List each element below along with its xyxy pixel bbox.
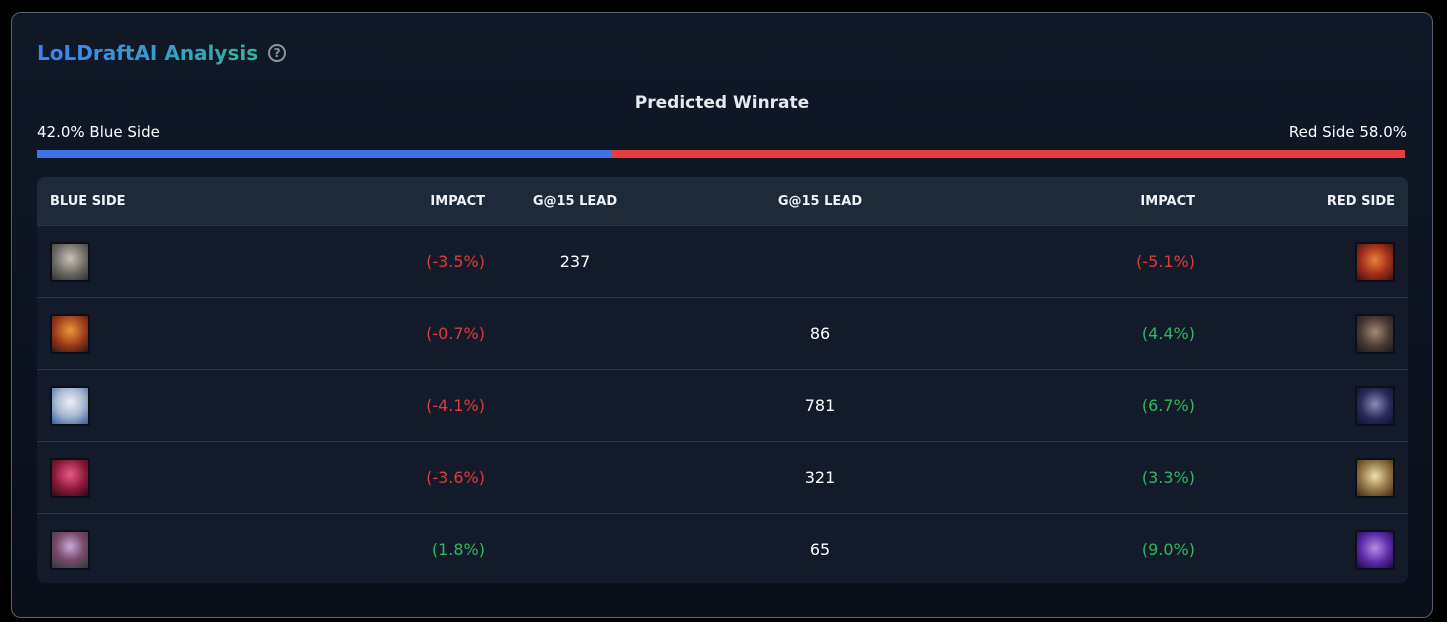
winrate-bar bbox=[37, 150, 1405, 158]
table-row: (-3.6%) 321 (3.3%) bbox=[37, 442, 1408, 514]
table-row: (-0.7%) 86 (4.4%) bbox=[37, 298, 1408, 370]
table-row: (1.8%) 65 (9.0%) bbox=[37, 514, 1408, 583]
table-row: (-4.1%) 781 (6.7%) bbox=[37, 370, 1408, 442]
red-impact-value: (-5.1%) bbox=[1136, 252, 1195, 271]
blue-impact-value: (1.8%) bbox=[431, 540, 485, 559]
page-title: LoLDraftAI Analysis bbox=[37, 41, 259, 65]
header-blue-impact: IMPACT bbox=[430, 193, 485, 209]
red-impact-value: (4.4%) bbox=[1141, 324, 1195, 343]
red-impact-value: (6.7%) bbox=[1141, 396, 1195, 415]
winrate-title: Predicted Winrate bbox=[634, 93, 810, 113]
blue-champion-portrait[interactable] bbox=[50, 241, 90, 282]
red-impact-value: (3.3%) bbox=[1141, 468, 1195, 487]
winrate-bar-blue bbox=[37, 150, 612, 158]
blue-impact-value: (-0.7%) bbox=[426, 324, 485, 343]
red-winrate-label: Red Side 58.0% bbox=[1288, 123, 1407, 141]
title-row: LoLDraftAI Analysis ? bbox=[37, 41, 287, 65]
blue-g15-value: 237 bbox=[559, 252, 591, 271]
red-champion-portrait[interactable] bbox=[1355, 529, 1395, 570]
red-impact-value: (9.0%) bbox=[1141, 540, 1195, 559]
table-header: BLUE SIDE IMPACT G@15 LEAD G@15 LEAD IMP… bbox=[37, 177, 1408, 226]
blue-winrate-label: 42.0% Blue Side bbox=[37, 123, 160, 141]
header-blue-side: BLUE SIDE bbox=[50, 193, 126, 209]
blue-impact-value: (-4.1%) bbox=[426, 396, 485, 415]
red-g15-value: 321 bbox=[804, 468, 836, 487]
red-champion-portrait[interactable] bbox=[1355, 241, 1395, 282]
blue-champion-portrait[interactable] bbox=[50, 457, 90, 498]
red-g15-value: 65 bbox=[809, 540, 831, 559]
analysis-panel: LoLDraftAI Analysis ? Predicted Winrate … bbox=[11, 12, 1433, 618]
red-g15-value: 781 bbox=[804, 396, 836, 415]
header-red-side: RED SIDE bbox=[1326, 193, 1395, 209]
red-champion-portrait[interactable] bbox=[1355, 385, 1395, 426]
red-champion-portrait[interactable] bbox=[1355, 457, 1395, 498]
table-row: (-3.5%) 237 (-5.1%) bbox=[37, 226, 1408, 298]
header-blue-g15: G@15 LEAD bbox=[532, 193, 618, 209]
blue-impact-value: (-3.6%) bbox=[426, 468, 485, 487]
help-icon[interactable]: ? bbox=[268, 44, 287, 62]
blue-champion-portrait[interactable] bbox=[50, 313, 90, 354]
blue-impact-value: (-3.5%) bbox=[426, 252, 485, 271]
blue-champion-portrait[interactable] bbox=[50, 529, 90, 570]
draft-table: BLUE SIDE IMPACT G@15 LEAD G@15 LEAD IMP… bbox=[37, 177, 1408, 583]
blue-champion-portrait[interactable] bbox=[50, 385, 90, 426]
winrate-bar-red bbox=[611, 150, 1405, 158]
red-g15-value: 86 bbox=[809, 324, 831, 343]
header-red-impact: IMPACT bbox=[1140, 193, 1195, 209]
header-red-g15: G@15 LEAD bbox=[777, 193, 863, 209]
red-champion-portrait[interactable] bbox=[1355, 313, 1395, 354]
